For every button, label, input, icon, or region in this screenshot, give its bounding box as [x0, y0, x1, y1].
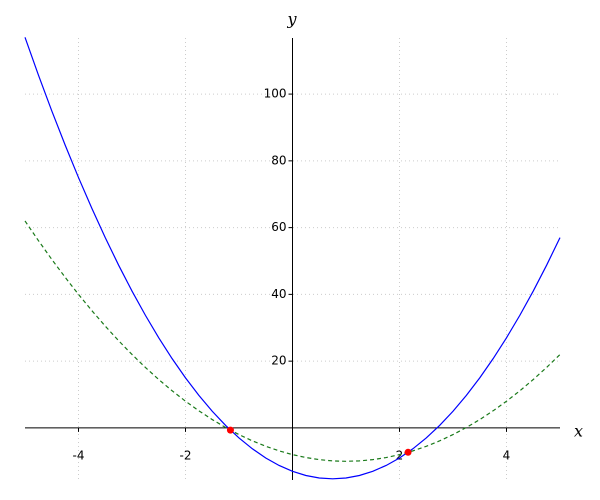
y-axis-label: y [286, 10, 297, 29]
curve [24, 220, 561, 462]
y-tick-label: 60 [271, 220, 286, 234]
x-tick-label: 2 [396, 448, 404, 462]
intersection-point [226, 426, 234, 434]
y-tick-label: 20 [271, 354, 286, 368]
x-tick-label: -4 [73, 448, 85, 462]
x-axis-label: x [574, 422, 583, 441]
intersection-point [404, 448, 412, 456]
x-tick-label: -2 [180, 448, 192, 462]
y-tick-label: 40 [271, 287, 286, 301]
curve [24, 37, 561, 480]
y-tick-label: 100 [264, 87, 287, 101]
x-tick-label: 4 [503, 448, 511, 462]
y-tick-label: 80 [271, 153, 286, 167]
